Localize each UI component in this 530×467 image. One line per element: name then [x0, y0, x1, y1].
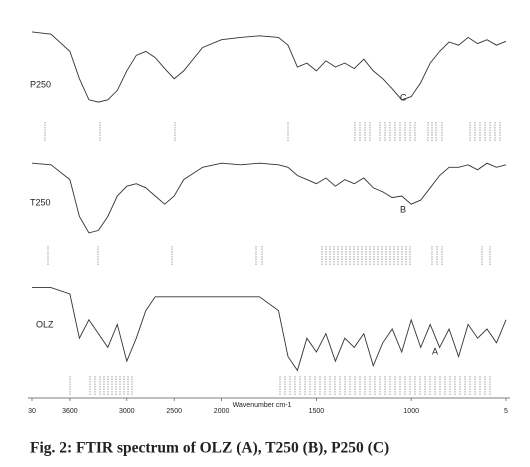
x-tick-label: 2500	[166, 408, 182, 415]
x-tick-label: 2000	[214, 408, 230, 415]
x-tick-label: 5	[504, 408, 508, 415]
series-letter: A	[432, 346, 438, 356]
series-letter: B	[400, 204, 406, 214]
x-tick-label: 1000	[403, 408, 419, 415]
spectrum-line	[31, 31, 507, 103]
series-name: OLZ	[36, 319, 54, 329]
spectrum-line	[31, 162, 507, 234]
series-letter: C	[400, 92, 407, 102]
spectrum-line	[32, 287, 507, 372]
series-name: T250	[30, 197, 51, 207]
x-tick-label: 3000	[119, 408, 135, 415]
x-tick-label: 30	[28, 408, 36, 415]
x-axis-label: Wavenumber cm-1	[233, 402, 292, 409]
x-tick-label: 1500	[309, 408, 325, 415]
series-name: P250	[30, 79, 51, 89]
caption: Fig. 2: FTIR spectrum of OLZ (A), T250 (…	[30, 440, 389, 457]
x-tick-label: 3600	[62, 408, 78, 415]
